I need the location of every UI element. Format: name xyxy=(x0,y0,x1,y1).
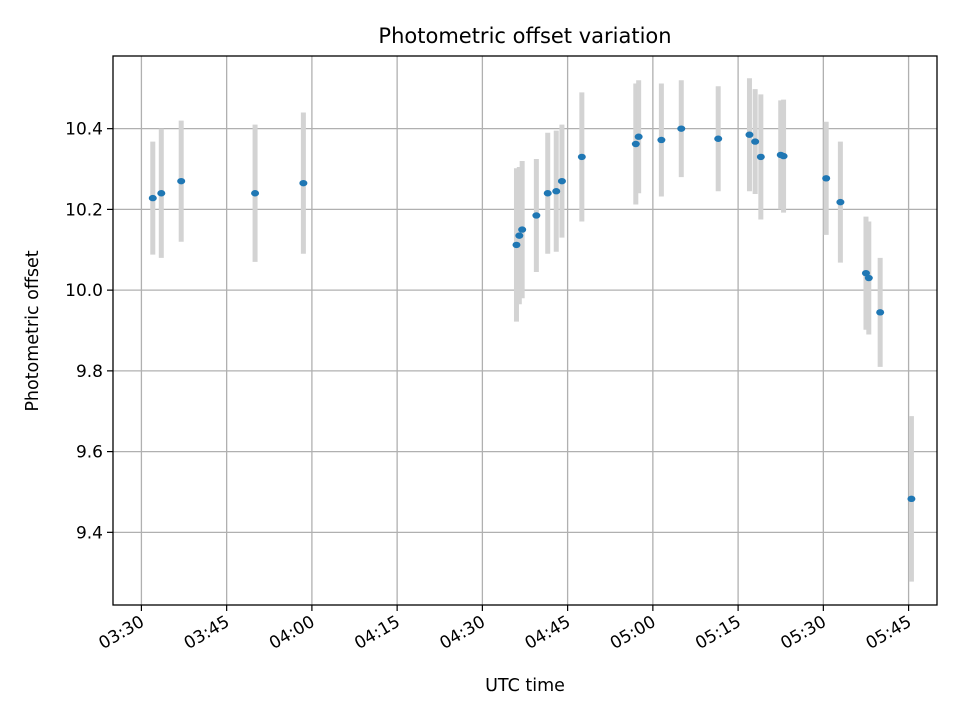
y-tick-label: 10.4 xyxy=(65,120,103,140)
y-tick-label: 9.4 xyxy=(76,523,103,543)
data-point xyxy=(864,274,873,282)
data-point xyxy=(157,190,166,197)
data-point xyxy=(822,175,831,182)
y-axis-ticks: 9.4 9.6 9.8 10.0 10.2 10.4 xyxy=(65,120,113,543)
data-point xyxy=(557,177,566,185)
data-point xyxy=(518,226,527,233)
data-point xyxy=(657,136,666,144)
y-tick-label: 9.6 xyxy=(76,443,103,463)
data-point xyxy=(677,125,686,132)
data-point xyxy=(299,179,308,187)
y-tick-label: 10.0 xyxy=(65,281,103,301)
data-point xyxy=(552,188,561,195)
chart-title: Photometric offset variation xyxy=(378,24,671,48)
data-point xyxy=(751,138,760,145)
data-point xyxy=(714,135,723,142)
data-point xyxy=(543,190,552,197)
data-point xyxy=(907,495,916,503)
data-point xyxy=(515,232,524,239)
data-point xyxy=(861,269,870,277)
data-point xyxy=(836,198,845,206)
data-point xyxy=(876,309,885,316)
data-point xyxy=(148,194,157,202)
data-point xyxy=(251,190,260,197)
data-point xyxy=(779,152,788,160)
data-point xyxy=(634,133,643,140)
y-tick-label: 10.2 xyxy=(65,200,103,220)
y-axis-label: Photometric offset xyxy=(23,250,43,411)
data-point xyxy=(577,153,586,161)
data-point xyxy=(532,212,541,219)
y-tick-label: 9.8 xyxy=(76,362,103,382)
grid-lines xyxy=(113,56,937,605)
data-point xyxy=(756,153,765,161)
data-point xyxy=(512,241,521,249)
x-axis-label: UTC time xyxy=(485,676,565,696)
data-point xyxy=(745,131,754,138)
data-point xyxy=(177,177,186,185)
plot-frame xyxy=(112,55,938,606)
data-points xyxy=(148,125,916,503)
data-point xyxy=(631,140,640,148)
